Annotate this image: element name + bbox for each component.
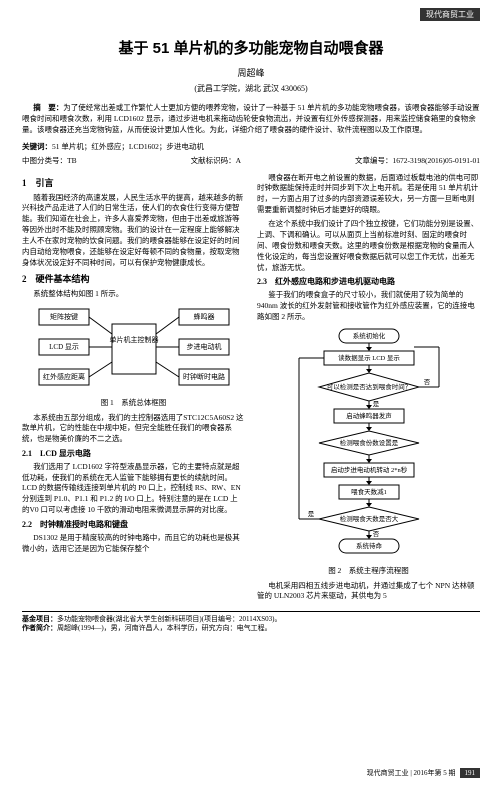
flowchart: 系统初始化 读数据显示 LCD 显示 可以检测是否达到喂食时间？ 是 否 启动蜂… — [279, 327, 459, 562]
page-footer: 现代商贸工业 | 2016年第 5 期191 — [367, 769, 480, 779]
svg-text:启动蜂鸣器发声: 启动蜂鸣器发声 — [346, 411, 392, 420]
svg-text:喂食天数减1: 喂食天数减1 — [351, 487, 387, 496]
section-1-heading: 1 引言 — [22, 177, 245, 190]
section-2-3-p: 鉴于我们的喂食盒子的尺寸较小，我们就使用了较为简单的 940nm 波长的红外发射… — [257, 290, 480, 323]
svg-text:检测喂食天数是否大: 检测喂食天数是否大 — [339, 514, 398, 523]
abstract-text: 为了使经常出差或工作繁忙人士更加方便的喂养宠物，设计了一种基于 51 单片机的多… — [22, 103, 480, 135]
section-1-p1: 随着我国经济的高速发展，人民生活水平的提高，越来越多的新兴科技产品走进了人们的日… — [22, 193, 245, 269]
block-diagram: 矩阵按键 LCD 显示 红外感应距离 单片机主控制器 蜂鸣器 步进电动机 时钟断… — [34, 304, 234, 394]
page-number: 191 — [460, 768, 481, 778]
svg-text:系统待命: 系统待命 — [356, 541, 383, 550]
right-column: 喂食器在断开电之前设置的数据，后面通过板载电池的供电可即时钟数据能保持走时并同步… — [257, 173, 480, 606]
svg-text:否: 否 — [423, 378, 430, 386]
section-2-p3: 电机采用四相五线步进电动机，并通过集成了七个 NPN 达林顿管的 ULN2003… — [257, 581, 480, 603]
journal-header-tag: 现代商贸工业 — [420, 8, 480, 21]
svg-text:读数据显示 LCD 显示: 读数据显示 LCD 显示 — [338, 353, 400, 362]
section-2-1-heading: 2.1 LCD 显示电路 — [22, 448, 245, 460]
article-title: 基于 51 单片机的多功能宠物自动喂食器 — [22, 38, 480, 59]
svg-text:是: 是 — [372, 400, 379, 408]
section-2-heading: 2 硬件基本结构 — [22, 273, 245, 286]
col2-p1: 喂食器在断开电之前设置的数据，后面通过板载电池的供电可即时钟数据能保持走时并同步… — [257, 173, 480, 217]
svg-text:检测喂食份数设置是: 检测喂食份数设置是 — [339, 438, 398, 447]
abstract: 摘 要：为了使经常出差或工作繁忙人士更加方便的喂养宠物，设计了一种基于 51 单… — [22, 102, 480, 136]
footnotes: 基金项目：多功能宠物喂食器(湖北省大学生创新科研项目)(项目编号：20114XS… — [22, 611, 480, 633]
section-2-2-p: DS1302 是用于精度较高的时钟电路中，而且它的功耗也是极其微小的，选用它还是… — [22, 533, 245, 555]
figure-2-caption: 图 2 系统主程序流程图 — [257, 566, 480, 577]
section-2-1-p: 我们选用了 LCD1602 字符型液晶显示器，它的主要特点就是超低功耗，使我们的… — [22, 462, 245, 516]
left-column: 1 引言 随着我国经济的高速发展，人民生活水平的提高，越来越多的新兴科技产品走进… — [22, 173, 245, 606]
svg-text:单片机主控制器: 单片机主控制器 — [109, 335, 158, 344]
svg-text:LCD 显示: LCD 显示 — [49, 343, 79, 351]
author: 周超峰 — [22, 67, 480, 80]
section-2-2-heading: 2.2 时钟精准授时电路和键盘 — [22, 519, 245, 531]
figure-1: 矩阵按键 LCD 显示 红外感应距离 单片机主控制器 蜂鸣器 步进电动机 时钟断… — [22, 304, 245, 394]
figure-1-caption: 图 1 系统总体框图 — [22, 398, 245, 409]
section-2-p1: 系统整体结构如图 1 所示。 — [22, 289, 245, 300]
doc-code: 文献标识码：A — [191, 156, 241, 167]
svg-text:否: 否 — [372, 530, 379, 538]
svg-text:系统初始化: 系统初始化 — [352, 331, 385, 340]
keywords: 关键词：51 单片机；红外感应；LCD1602；步进电动机 — [22, 142, 480, 153]
svg-text:矩阵按键: 矩阵按键 — [50, 312, 78, 321]
col2-p2: 在这个系统中我们设计了四个独立按键，它们功能分别是设置、上调、下调和确认。可以从… — [257, 219, 480, 273]
class-no: 中图分类号：TB — [22, 156, 77, 167]
svg-text:红外感应距离: 红外感应距离 — [43, 372, 85, 381]
svg-text:启动步进电动机转动 2*n秒: 启动步进电动机转动 2*n秒 — [330, 465, 407, 474]
classification-row: 中图分类号：TB 文献标识码：A 文章编号：1672-3198(2016)05-… — [22, 156, 480, 167]
article-no: 文章编号：1672-3198(2016)05-0191-01 — [355, 156, 480, 167]
section-2-p2: 本系统由五部分组成，我们的主控制器选用了STC12C5A60S2 这款单片机，它… — [22, 413, 245, 446]
svg-text:蜂鸣器: 蜂鸣器 — [193, 312, 214, 321]
affiliation: (武昌工学院，湖北 武汉 430065) — [22, 83, 480, 94]
svg-text:可以检测是否达到喂食时间？: 可以检测是否达到喂食时间？ — [326, 382, 411, 391]
figure-2: 系统初始化 读数据显示 LCD 显示 可以检测是否达到喂食时间？ 是 否 启动蜂… — [257, 327, 480, 562]
section-2-3-heading: 2.3 红外感应电路和步进电机驱动电路 — [257, 276, 480, 288]
svg-text:步进电动机: 步进电动机 — [186, 342, 221, 351]
svg-text:时钟断时电路: 时钟断时电路 — [183, 372, 225, 381]
abstract-label: 摘 要： — [33, 103, 63, 112]
svg-text:是: 是 — [307, 510, 314, 518]
